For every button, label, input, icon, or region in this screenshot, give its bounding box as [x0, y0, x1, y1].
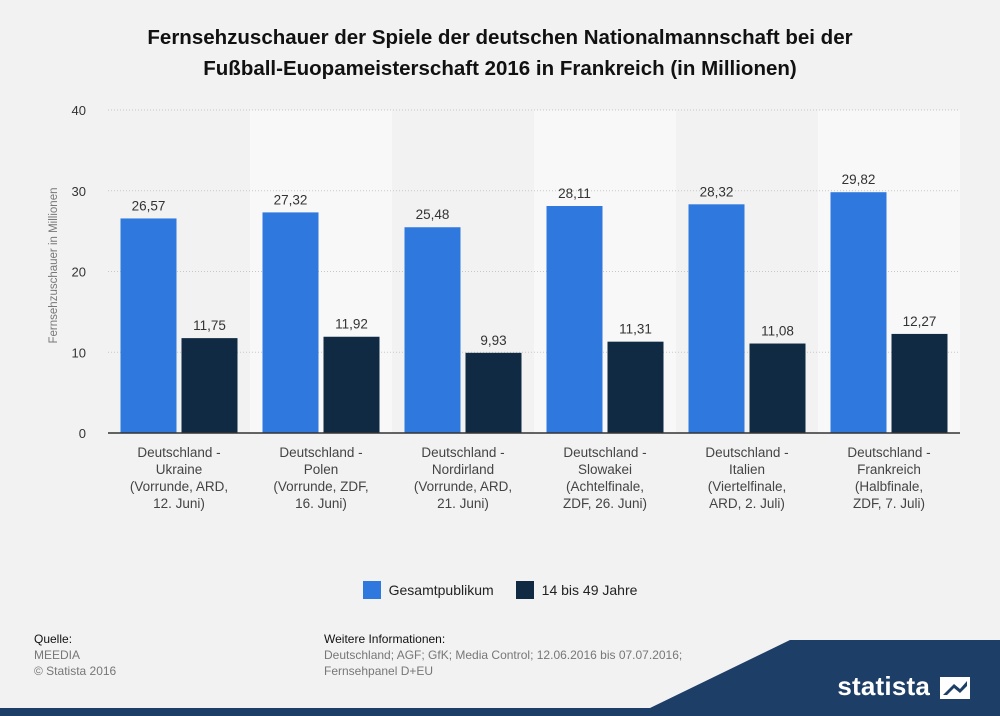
category-label-2: Deutschland -Polen (Vorrunde, ZDF, 16. Jun…	[273, 445, 368, 511]
bar-gesamt-5	[689, 204, 745, 433]
bar-gesamt-3	[405, 227, 461, 433]
legend-item-14-bis-49[interactable]: 14 bis 49 Jahre	[516, 581, 638, 599]
bar-14-49-6	[892, 334, 948, 433]
statista-logo-icon	[940, 677, 970, 699]
legend-label-14-bis-49: 14 bis 49 Jahre	[542, 582, 638, 598]
value-label-gesamt-2: 27,32	[274, 192, 308, 207]
value-label-gesamt-4: 28,11	[558, 186, 591, 201]
y-tick-label-40: 40	[72, 103, 86, 118]
value-label-14-49-5: 11,08	[761, 324, 794, 339]
logo-text: statista	[837, 671, 930, 702]
value-label-14-49-1: 11,75	[193, 318, 226, 333]
legend: Gesamtpublikum 14 bis 49 Jahre	[0, 581, 1000, 599]
category-label-6: Deutschland -Frankreich (Halbfinale, ZDF, …	[847, 445, 930, 511]
bar-14-49-5	[750, 344, 806, 433]
value-label-gesamt-5: 28,32	[700, 184, 734, 199]
value-label-gesamt-6: 29,82	[842, 172, 876, 187]
bar-gesamt-1	[121, 218, 177, 433]
bar-chart: 0 10 20 30 40 Fernsehzuschauer in Millionen 26…	[0, 0, 1000, 570]
value-label-14-49-3: 9,93	[480, 333, 506, 348]
value-label-gesamt-1: 26,57	[132, 198, 166, 213]
y-tick-label-20: 20	[72, 265, 86, 280]
statista-logo[interactable]: statista	[0, 640, 1000, 716]
bar-14-49-3	[466, 353, 522, 433]
category-label-4: Deutschland -Slowakei (Achtelfinale, ZDF, …	[563, 445, 647, 511]
category-label-1: Deutschland -Ukraine (Vorrunde, ARD, 12. J…	[130, 445, 228, 511]
legend-label-gesamtpublikum: Gesamtpublikum	[389, 582, 494, 598]
value-label-14-49-2: 11,92	[335, 317, 368, 332]
y-axis-title: Fernsehzuschauer in Millionen	[48, 188, 60, 344]
bar-gesamt-2	[263, 212, 319, 433]
legend-swatch-gesamtpublikum	[363, 581, 381, 599]
bar-14-49-4	[608, 342, 664, 433]
bar-14-49-2	[324, 337, 380, 433]
legend-swatch-14-bis-49	[516, 581, 534, 599]
y-tick-label-30: 30	[72, 184, 86, 199]
category-label-5: Deutschland -Italien (Viertelfinale, ARD, …	[705, 445, 788, 511]
y-tick-label-10: 10	[72, 345, 86, 360]
bar-gesamt-6	[831, 192, 887, 433]
value-label-14-49-4: 11,31	[619, 322, 652, 337]
bar-gesamt-4	[547, 206, 603, 433]
legend-item-gesamtpublikum[interactable]: Gesamtpublikum	[363, 581, 494, 599]
value-label-14-49-6: 12,27	[903, 314, 937, 329]
category-label-3: Deutschland -Nordirland (Vorrunde, ARD, 21…	[414, 445, 512, 511]
bar-14-49-1	[182, 338, 238, 433]
value-label-gesamt-3: 25,48	[416, 207, 450, 222]
y-tick-label-0: 0	[79, 426, 86, 441]
